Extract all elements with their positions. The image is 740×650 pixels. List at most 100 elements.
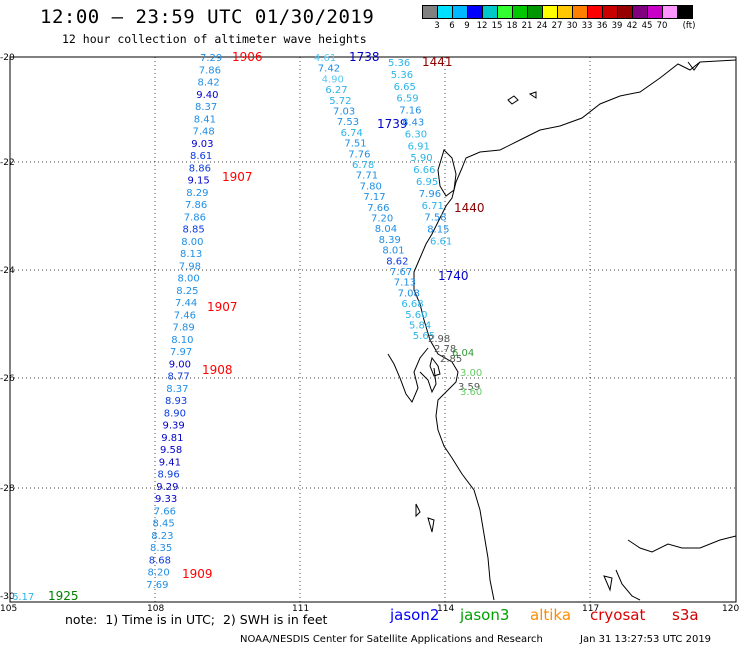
- west-track-swh: 8.00: [181, 237, 203, 248]
- mid-track-swh: 7.66: [367, 203, 389, 214]
- south-swh: 6.04: [452, 348, 474, 359]
- west-track-swh: 8.93: [165, 396, 187, 407]
- west-track-swh: 7.86: [199, 65, 221, 76]
- east-track-swh: 5.36: [391, 70, 413, 81]
- mid-track-swh: 7.80: [360, 181, 382, 192]
- west-track-swh: 8.68: [149, 555, 171, 566]
- west-track-swh: 8.45: [153, 519, 175, 530]
- west-track-swh: 7.86: [184, 212, 206, 223]
- mid-track-swh: 4.61: [314, 53, 336, 64]
- mid-track-swh: 7.03: [333, 107, 355, 118]
- west-track-time: 1908: [202, 363, 233, 377]
- island-1: [507, 95, 519, 105]
- lon-tick-label: 114: [437, 604, 454, 614]
- south-swh: 2.98: [428, 334, 450, 345]
- colorbar-tick-label: 27: [551, 21, 563, 31]
- satellite-legend-s3a: s3a: [672, 606, 699, 624]
- mid-track-swh: 7.13: [394, 278, 416, 289]
- island-5: [415, 503, 421, 518]
- east-track-swh: 6.95: [416, 177, 438, 188]
- satellite-legend-jason2: jason2: [390, 606, 440, 624]
- west-track-swh: 7.86: [185, 200, 207, 211]
- colorbar-tick-label: 70: [656, 21, 668, 31]
- west-track-swh: 8.20: [148, 568, 170, 579]
- lat-tick-label: -22: [0, 158, 15, 168]
- mid-track-swh: 7.53: [337, 117, 359, 128]
- graticule: [10, 57, 736, 602]
- colorbar-tick-label: 3: [434, 21, 440, 31]
- west-track-swh: 7.48: [193, 127, 215, 138]
- colorbar-tick-label: 24: [536, 21, 548, 31]
- south-swh: 2.85: [440, 354, 462, 365]
- west-track-swh: 9.58: [160, 445, 182, 456]
- lon-tick-label: 120: [722, 604, 739, 614]
- west-track-swh: 7.98: [179, 261, 201, 272]
- colorbar-tick-label: 30: [566, 21, 578, 31]
- west-track-time: 1907: [207, 300, 238, 314]
- lat-tick-label: -28: [0, 484, 15, 494]
- mid-track-swh: 8.04: [375, 224, 397, 235]
- west-track-swh: 7.46: [174, 310, 196, 321]
- colorbar-unit: (ft): [682, 21, 696, 31]
- colorbar-tick-label: 15: [491, 21, 503, 31]
- west-track-swh: 8.77: [168, 372, 190, 383]
- island-8: [603, 575, 613, 592]
- west-track-swh: 8.00: [178, 274, 200, 285]
- track-labels: 7.297.868.429.408.378.417.489.038.618.86…: [12, 50, 485, 603]
- colorbar-tick-label: 18: [506, 21, 518, 31]
- west-track-swh: 8.85: [183, 225, 205, 236]
- lat-tick-label: -24: [0, 266, 15, 276]
- footer-timestamp: Jan 31 13:27:53 UTC 2019: [580, 634, 712, 645]
- east-track-swh: 5.90: [410, 153, 432, 164]
- east-track-swh: 6.65: [394, 82, 416, 93]
- colorbar-tick-label: 33: [581, 21, 593, 31]
- lon-tick-label: 111: [292, 604, 309, 614]
- west-track-swh: 8.37: [195, 102, 217, 113]
- east-track-swh: 6.71: [422, 201, 444, 212]
- west-track-swh: 9.29: [156, 482, 178, 493]
- island-3: [429, 356, 441, 377]
- colorbar-tick-label: 21: [521, 21, 533, 31]
- footer-note: note: 1) Time is in UTC; 2) SWH is in fe…: [65, 612, 328, 627]
- west-track-swh: 7.44: [175, 298, 197, 309]
- west-track-swh: 8.29: [186, 188, 208, 199]
- satellite-legend-altika: altika: [530, 606, 572, 624]
- coastline-west: [687, 61, 701, 71]
- west-track-time: 1909: [182, 567, 213, 581]
- colorbar-swatches: [422, 5, 693, 19]
- colorbar-tick-label: 39: [611, 21, 623, 31]
- east-track-swh: 8.15: [427, 225, 449, 236]
- west-track-time: 1907: [222, 170, 253, 184]
- east-track-time: 1440: [454, 201, 485, 215]
- west-track-swh: 7.69: [146, 580, 168, 591]
- colorbar-legend: 3 6 9 12 15 18 21 24 27 30 33 36 39 42 45 70 (ft): [422, 5, 695, 31]
- mid-track-swh: 8.01: [382, 246, 404, 257]
- satellite-legend-cryosat: cryosat: [590, 606, 646, 624]
- west-track-swh: 9.81: [161, 433, 183, 444]
- colorbar-tick-label: 9: [464, 21, 470, 31]
- lat-tick-label: -20: [0, 53, 15, 63]
- west-track-swh: 8.41: [194, 114, 216, 125]
- east-track-swh: 6.30: [405, 129, 427, 140]
- west-track-swh: 9.15: [188, 176, 210, 187]
- west-track-swh: 9.00: [169, 359, 191, 370]
- island-2: [528, 91, 537, 99]
- west-track-swh: 7.29: [200, 53, 222, 64]
- east-track-swh: 6.91: [408, 141, 430, 152]
- lat-tick-label: -30: [0, 592, 15, 602]
- satellite-legend-jason3: jason3: [460, 606, 510, 624]
- colorbar-swatch: [677, 5, 693, 19]
- coastline: [387, 59, 737, 601]
- lon-tick-label: 108: [147, 604, 164, 614]
- east-track-swh: 5.36: [388, 58, 410, 69]
- page-subtitle: 12 hour collection of altimeter wave hei…: [62, 32, 367, 46]
- mid-track-swh: 4.90: [322, 74, 344, 85]
- east-track-swh: 7.16: [399, 106, 421, 117]
- west-track-swh: 8.10: [171, 335, 193, 346]
- west-track-time: 1906: [232, 50, 263, 64]
- mid-track-swh: 6.74: [341, 128, 363, 139]
- mid-track-swh: 5.72: [329, 96, 351, 107]
- island-7: [615, 569, 641, 601]
- coastline-shark-bay: [387, 347, 429, 403]
